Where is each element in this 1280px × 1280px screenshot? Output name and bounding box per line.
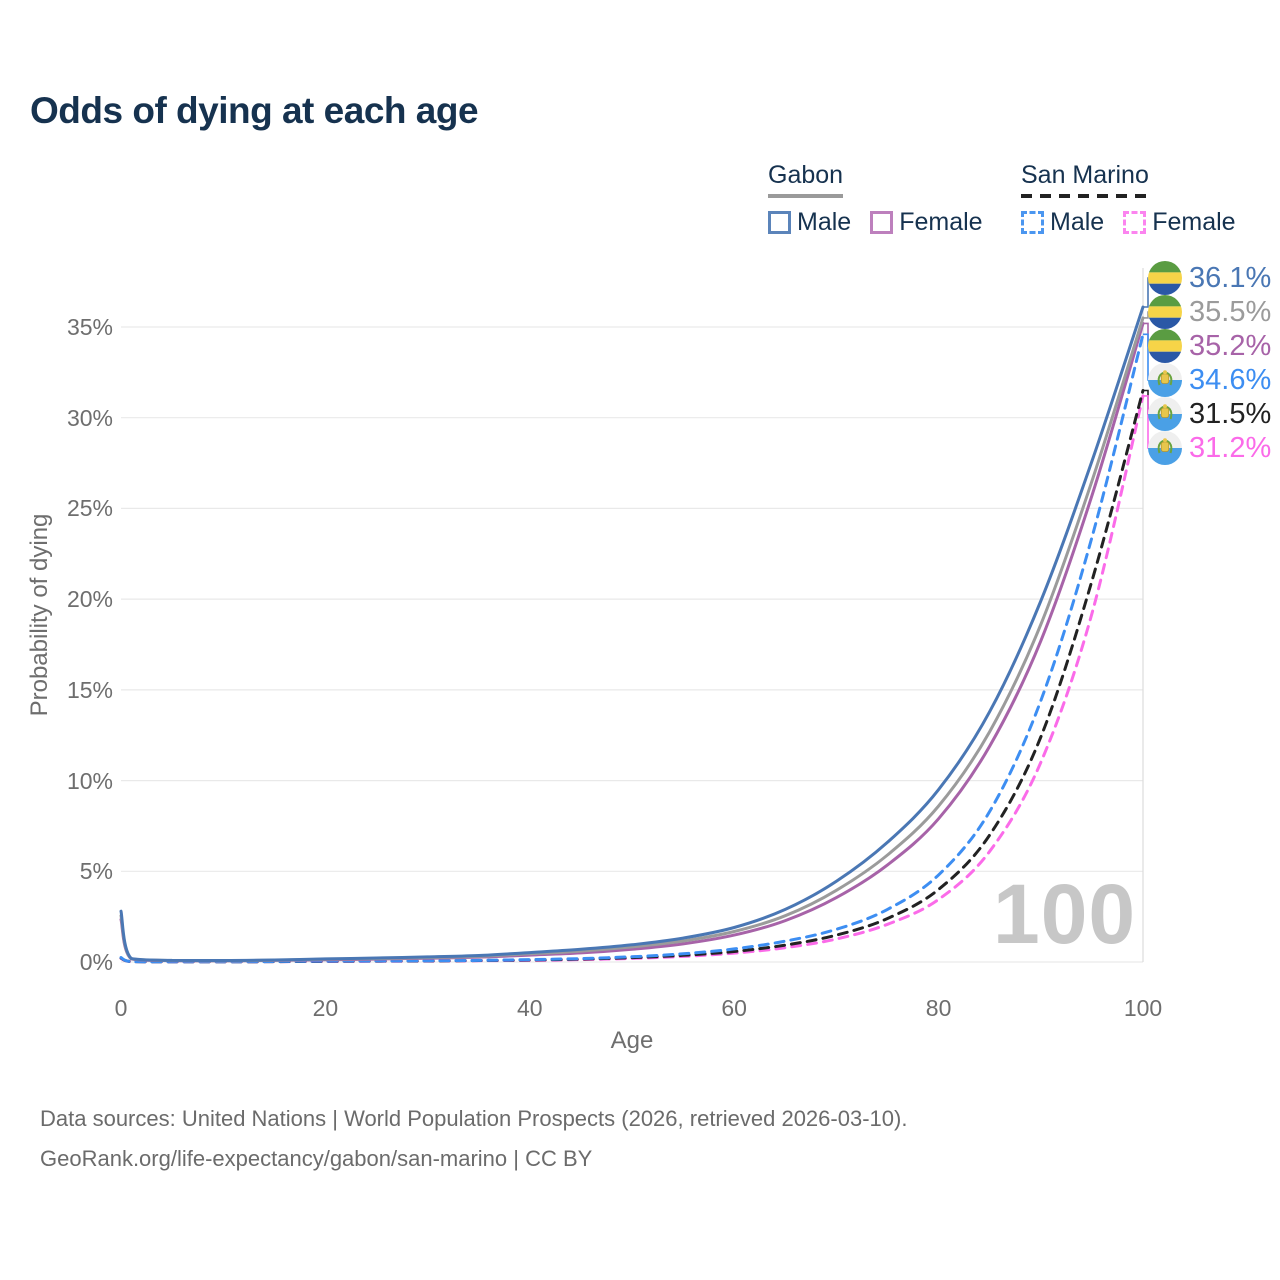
attribution-line: GeoRank.org/life-expectancy/gabon/san-ma… <box>40 1146 593 1171</box>
value-label-text: 35.5% <box>1189 295 1272 328</box>
value-label-text: 34.6% <box>1189 363 1272 396</box>
san-marino-female-swatch-icon <box>1123 211 1147 234</box>
value-label-gabon-female: 35.2% <box>1148 328 1271 364</box>
y-tick-label: 0% <box>79 949 113 975</box>
x-tick-label: 40 <box>517 995 543 1021</box>
value-label-san-marino-male: 34.6% <box>1148 362 1271 398</box>
value-label-text: 36.1% <box>1189 261 1272 294</box>
legend-label-san-marino-male: Male <box>1050 208 1105 236</box>
legend-header-san-marino-label: San Marino <box>1021 161 1149 189</box>
curve-san-marino-male[interactable] <box>119 332 1145 964</box>
curve-gabon-both-sexes[interactable] <box>119 316 1145 963</box>
x-tick-label: 20 <box>312 995 339 1021</box>
san-marino-flag-icon <box>1148 397 1182 431</box>
hover-age-watermark: 100 <box>993 867 1137 961</box>
curve-gabon-male[interactable] <box>119 305 1145 962</box>
legend-item-san-marino-female[interactable]: Female <box>1123 208 1236 237</box>
curve-san-marino-female[interactable] <box>119 394 1145 964</box>
legend-header-gabon[interactable]: Gabon <box>768 161 844 198</box>
san-marino-male-swatch-icon <box>1021 211 1044 234</box>
y-axis-title: Probability of dying <box>26 513 53 717</box>
value-label-text: 31.2% <box>1189 431 1272 464</box>
gabon-flag-icon <box>1148 295 1182 329</box>
legend-row-san-marino: Male Female <box>1021 208 1255 237</box>
value-label-text: 35.2% <box>1189 329 1272 362</box>
gabon-female-swatch-icon <box>870 211 894 234</box>
legend-item-gabon-female[interactable]: Female <box>870 208 983 237</box>
value-label-san-marino-female: 31.2% <box>1148 430 1271 466</box>
value-label-gabon-both-sexes: 35.5% <box>1148 294 1271 330</box>
y-tick-label: 30% <box>66 404 113 431</box>
y-tick-label: 35% <box>66 314 113 340</box>
x-tick-label: 0 <box>114 995 128 1021</box>
y-tick-label: 25% <box>66 495 113 522</box>
x-tick-label: 80 <box>925 995 952 1021</box>
san-marino-flag-icon <box>1148 431 1182 465</box>
y-tick-label: 5% <box>79 858 113 885</box>
legend-underline-gabon <box>768 194 844 198</box>
data-source-line: Data sources: United Nations | World Pop… <box>40 1106 908 1131</box>
y-tick-label: 15% <box>66 676 113 703</box>
curve-san-marino-both-sexes[interactable] <box>119 389 1145 964</box>
legend-header-gabon-label: Gabon <box>768 161 844 189</box>
x-tick-label: 100 <box>1123 995 1163 1021</box>
legend-item-gabon-male[interactable]: Male <box>768 208 851 237</box>
value-label-gabon-male: 36.1% <box>1148 260 1271 296</box>
legend-label-gabon-male: Male <box>797 208 852 236</box>
x-axis-title: Age <box>610 1027 654 1054</box>
curve-gabon-female[interactable] <box>119 321 1145 963</box>
legend-item-san-marino-male[interactable]: Male <box>1021 208 1104 237</box>
value-label-san-marino-both-sexes: 31.5% <box>1148 396 1271 432</box>
legend-group-san-marino: San Marino Male Female <box>1021 161 1255 237</box>
gabon-male-swatch-icon <box>768 211 791 234</box>
value-label-text: 31.5% <box>1189 397 1272 430</box>
x-tick-label: 60 <box>721 995 747 1021</box>
legend-label-gabon-female: Female <box>899 208 983 236</box>
legend-header-san-marino[interactable]: San Marino <box>1021 161 1149 198</box>
gabon-flag-icon <box>1148 329 1182 363</box>
chart-title: Odds of dying at each age <box>30 90 479 131</box>
y-tick-label: 10% <box>66 767 113 794</box>
y-tick-label: 20% <box>66 586 113 613</box>
san-marino-flag-icon <box>1148 363 1182 397</box>
legend-label-san-marino-female: Female <box>1152 208 1236 236</box>
gabon-flag-icon <box>1148 261 1182 295</box>
legend-row-gabon: Male Female <box>768 208 1002 237</box>
legend-group-gabon: Gabon Male Female <box>768 161 1002 237</box>
legend-underline-san-marino <box>1021 194 1149 198</box>
